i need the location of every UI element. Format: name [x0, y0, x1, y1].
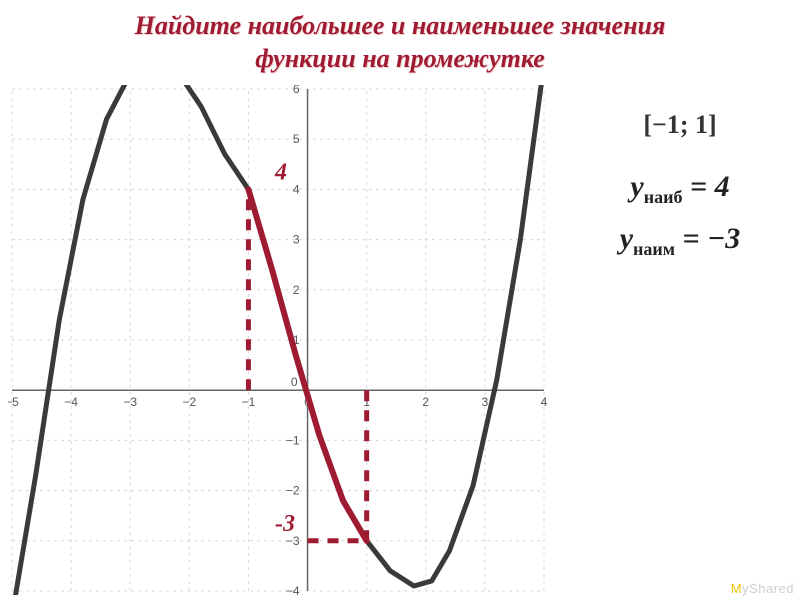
answer-var2: у: [620, 222, 633, 255]
svg-text:4: 4: [293, 182, 300, 196]
title-line1: Найдите наибольшее и наименьшее значения: [135, 11, 666, 40]
answer-max: унаиб = 4: [560, 170, 800, 208]
answer-min-val: = −3: [683, 222, 741, 255]
watermark: MyShared: [731, 581, 794, 596]
svg-text:−1: −1: [286, 433, 300, 447]
svg-text:−3: −3: [123, 395, 137, 409]
svg-text:−2: −2: [182, 395, 196, 409]
answer-min-sub: наим: [633, 239, 675, 259]
answer-min: унаим = −3: [560, 222, 800, 260]
interval-text: [−1; 1]: [560, 110, 800, 140]
answer-var: у: [630, 170, 643, 203]
svg-text:−4: −4: [64, 395, 78, 409]
svg-text:4: 4: [274, 159, 287, 185]
svg-text:2: 2: [293, 283, 300, 297]
svg-text:6: 6: [293, 85, 300, 96]
page-title: Найдите наибольшее и наименьшее значения…: [0, 0, 800, 75]
function-chart: −5−4−3−2−101234−4−3−2−101234564-3: [8, 85, 548, 595]
svg-text:−1: −1: [242, 395, 256, 409]
svg-text:-3: -3: [275, 511, 295, 537]
svg-text:−5: −5: [8, 395, 19, 409]
svg-text:4: 4: [541, 395, 548, 409]
svg-text:0: 0: [291, 375, 298, 389]
svg-text:5: 5: [293, 132, 300, 146]
svg-text:3: 3: [482, 395, 489, 409]
svg-text:−4: −4: [286, 584, 300, 595]
answer-max-sub: наиб: [644, 187, 683, 207]
title-line2: функции на промежутке: [255, 44, 545, 73]
side-panel: [−1; 1] унаиб = 4 унаим = −3: [560, 110, 800, 260]
svg-text:3: 3: [293, 233, 300, 247]
answer-max-val: = 4: [690, 170, 730, 203]
svg-text:2: 2: [422, 395, 429, 409]
svg-text:−2: −2: [286, 484, 300, 498]
